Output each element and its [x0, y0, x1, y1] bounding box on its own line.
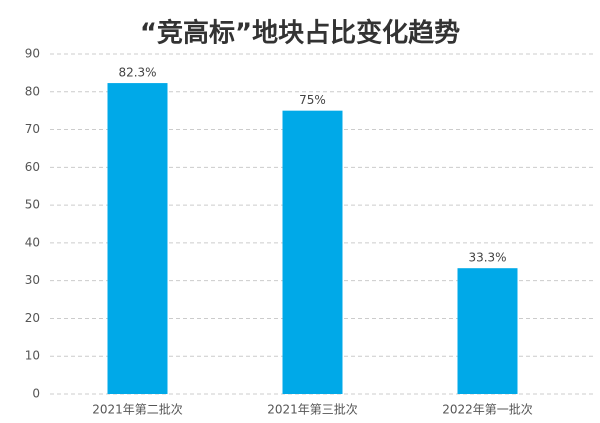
bar — [282, 110, 343, 395]
y-tick-label: 30 — [25, 273, 40, 287]
bar — [457, 268, 518, 394]
value-label: 33.3% — [468, 251, 506, 265]
value-label: 75% — [299, 93, 326, 107]
y-tick-label: 90 — [25, 47, 40, 61]
chart-title: “竞高标”地块占比变化趋势 — [140, 18, 460, 49]
bar — [107, 83, 168, 394]
y-tick-label: 50 — [25, 198, 40, 212]
y-tick-label: 0 — [32, 387, 40, 401]
x-tick-label: 2021年第二批次 — [92, 402, 183, 417]
y-tick-label: 10 — [25, 349, 40, 363]
y-tick-label: 60 — [25, 160, 40, 174]
y-tick-label: 40 — [25, 235, 40, 249]
y-tick-label: 70 — [25, 122, 40, 136]
y-tick-label: 20 — [25, 311, 40, 325]
value-label: 82.3% — [118, 66, 156, 80]
y-tick-label: 80 — [25, 84, 40, 98]
x-tick-label: 2021年第三批次 — [267, 402, 358, 417]
x-tick-label: 2022年第一批次 — [442, 402, 533, 417]
